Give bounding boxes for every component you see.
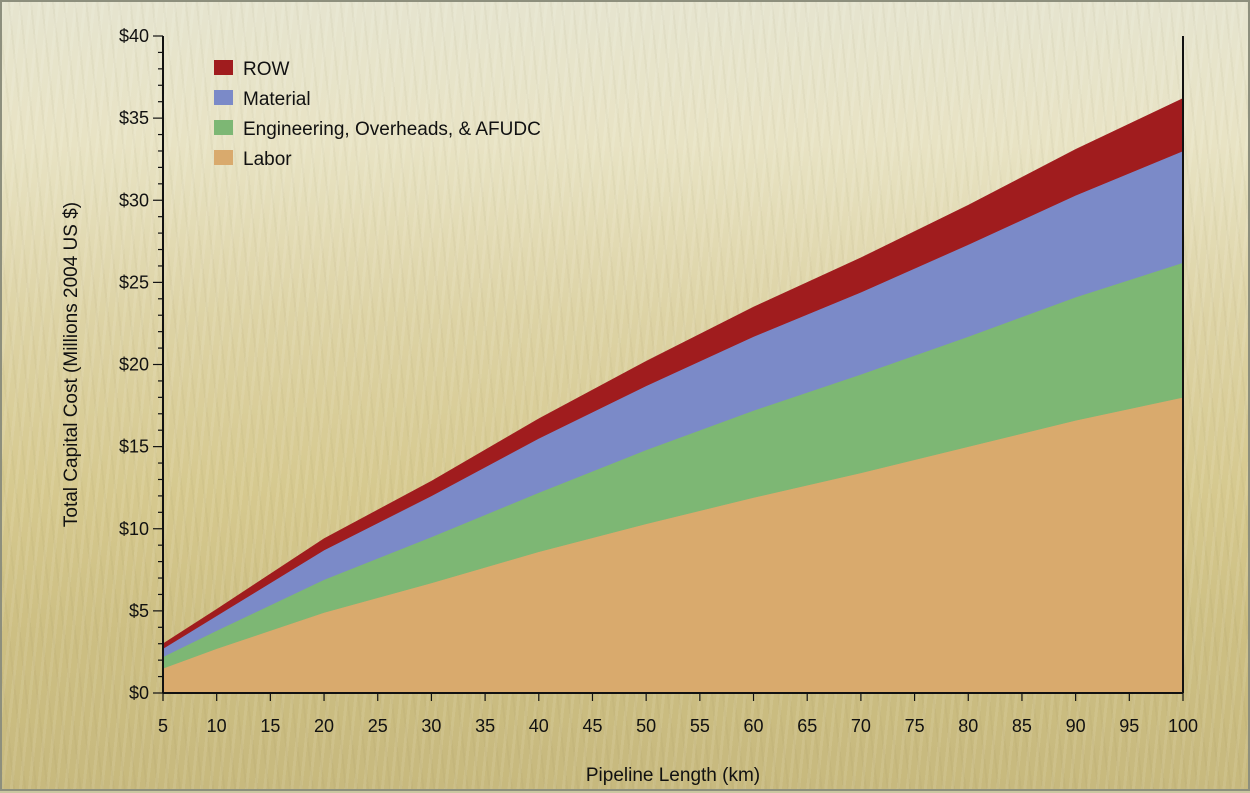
x-tick-label: 80: [958, 716, 978, 736]
x-tick-label: 60: [744, 716, 764, 736]
x-tick-label: 20: [314, 716, 334, 736]
legend-label-engineering-overheads-afudc: Engineering, Overheads, & AFUDC: [243, 119, 541, 140]
y-tick-label: $0: [129, 683, 149, 703]
x-tick-label: 5: [158, 716, 168, 736]
y-tick-label: $30: [119, 190, 149, 210]
legend: ROW Material Engineering, Overheads, & AFU…: [214, 59, 541, 170]
area-layer: [163, 98, 1183, 693]
y-tick-label: $10: [119, 519, 149, 539]
x-tick-label: 75: [905, 716, 925, 736]
y-tick-label: $20: [119, 355, 149, 375]
y-tick-label: $40: [119, 26, 149, 46]
x-axis-title: Pipeline Length (km): [586, 765, 760, 786]
legend-swatch-material: [214, 90, 233, 105]
x-tick-label: 45: [582, 716, 602, 736]
legend-label-row: ROW: [243, 59, 290, 80]
legend-label-material: Material: [243, 89, 311, 110]
y-tick-label: $5: [129, 601, 149, 621]
x-tick-label: 25: [368, 716, 388, 736]
x-tick-label: 85: [1012, 716, 1032, 736]
x-tick-label: 100: [1168, 716, 1198, 736]
x-tick-label: 30: [421, 716, 441, 736]
x-tick-label: 15: [260, 716, 280, 736]
x-tick-label: 55: [690, 716, 710, 736]
legend-swatch-labor: [214, 150, 233, 165]
y-axis-title: Total Capital Cost (Millions 2004 US $): [61, 202, 82, 527]
x-tick-label: 90: [1066, 716, 1086, 736]
x-tick-label: 10: [207, 716, 227, 736]
y-tick-label: $35: [119, 108, 149, 128]
legend-label-labor: Labor: [243, 149, 292, 170]
x-tick-label: 95: [1119, 716, 1139, 736]
y-tick-label: $15: [119, 437, 149, 457]
x-tick-label: 65: [797, 716, 817, 736]
y-tick-label: $25: [119, 272, 149, 292]
x-tick-label: 70: [851, 716, 871, 736]
legend-swatch-engineering-overheads-afudc: [214, 120, 233, 135]
x-tick-label: 50: [636, 716, 656, 736]
legend-swatch-row: [214, 60, 233, 75]
x-tick-label: 35: [475, 716, 495, 736]
x-tick-label: 40: [529, 716, 549, 736]
